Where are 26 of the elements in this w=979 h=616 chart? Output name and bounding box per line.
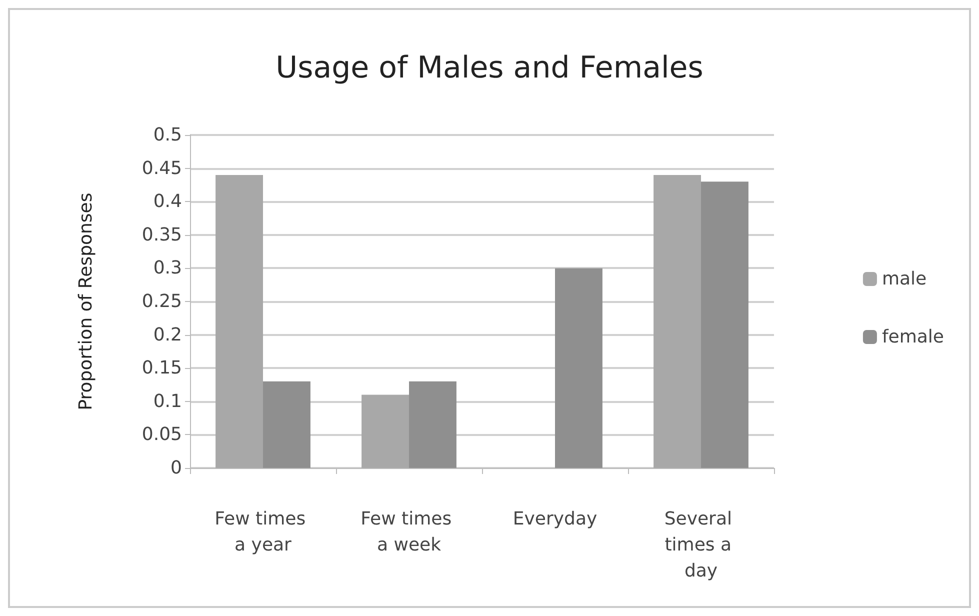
- bar: [263, 381, 310, 468]
- legend-label: male: [882, 268, 927, 290]
- y-tick-label: 0.25: [142, 291, 182, 312]
- y-tick-label: 0.2: [153, 324, 182, 346]
- y-tick-label: 0.35: [142, 224, 182, 246]
- chart-title: Usage of Males and Females: [276, 50, 704, 86]
- bar: [216, 174, 263, 468]
- y-tick-label: 0.5: [153, 124, 182, 146]
- legend-label: female: [882, 326, 944, 348]
- x-tick-label: Several times a day: [664, 508, 738, 582]
- x-tick-label: Few times a week: [360, 508, 458, 556]
- bar: [409, 381, 456, 468]
- x-tick-label: Everyday: [512, 508, 598, 530]
- y-tick-label: 0.15: [142, 358, 182, 379]
- y-tick-label: 0.05: [142, 424, 182, 446]
- x-tick-label: Few times a year: [214, 508, 312, 556]
- bar: [362, 394, 409, 468]
- y-axis-title: Proportion of Responses: [76, 192, 96, 410]
- y-tick-label: 0.45: [142, 158, 182, 179]
- y-tick-label: 0.4: [153, 191, 182, 212]
- bar: [654, 174, 701, 468]
- bar: [701, 182, 748, 468]
- bar: [555, 268, 602, 468]
- y-tick-label: 0: [170, 458, 182, 478]
- y-tick-label: 0.1: [153, 390, 182, 412]
- y-tick-label: 0.3: [153, 258, 182, 279]
